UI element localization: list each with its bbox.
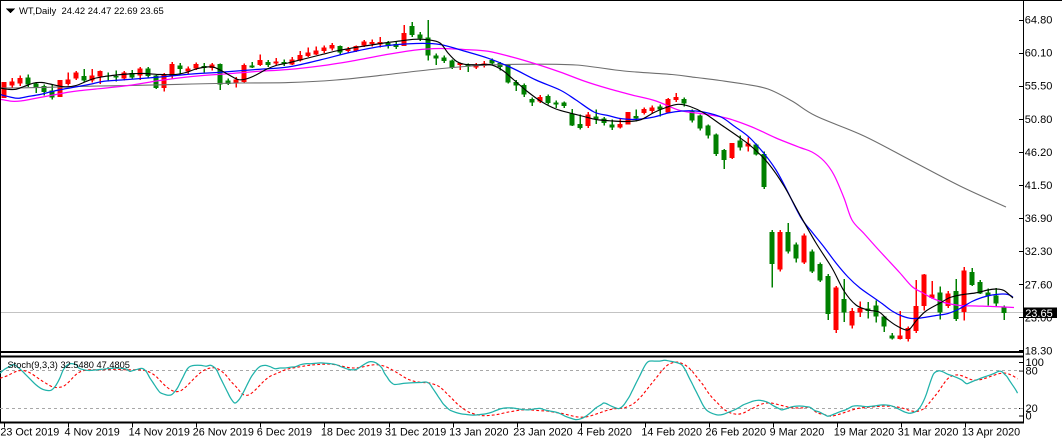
svg-text:36.90: 36.90	[1025, 213, 1053, 225]
svg-text:23 Oct 2019: 23 Oct 2019	[0, 427, 59, 439]
svg-text:32.30: 32.30	[1025, 246, 1053, 258]
svg-text:20: 20	[1026, 403, 1038, 415]
svg-text:23.65: 23.65	[1025, 308, 1053, 320]
svg-text:27.60: 27.60	[1025, 279, 1053, 291]
svg-text:80: 80	[1026, 366, 1038, 378]
svg-text:14 Nov 2019: 14 Nov 2019	[129, 427, 190, 439]
svg-text:50.80: 50.80	[1025, 114, 1053, 126]
svg-text:0: 0	[1026, 411, 1032, 423]
svg-text:64.80: 64.80	[1025, 15, 1053, 27]
svg-text:55.50: 55.50	[1025, 81, 1053, 93]
svg-text:9 Mar 2020: 9 Mar 2020	[770, 427, 825, 439]
svg-text:13 Jan 2020: 13 Jan 2020	[449, 427, 508, 439]
svg-text:46.20: 46.20	[1025, 147, 1053, 159]
svg-text:18.30: 18.30	[1025, 346, 1053, 358]
svg-text:19 Mar 2020: 19 Mar 2020	[834, 427, 895, 439]
svg-text:14 Feb 2020: 14 Feb 2020	[641, 427, 702, 439]
svg-text:23 Jan 2020: 23 Jan 2020	[513, 427, 572, 439]
svg-text:41.50: 41.50	[1025, 180, 1053, 192]
svg-text:31 Mar 2020: 31 Mar 2020	[898, 427, 959, 439]
svg-text:6 Dec 2019: 6 Dec 2019	[257, 427, 312, 439]
svg-text:26 Feb 2020: 26 Feb 2020	[706, 427, 767, 439]
svg-text:WT,Daily 24.42 24.47 22.69 23: WT,Daily 24.42 24.47 22.69 23.65	[19, 6, 164, 17]
svg-text:100: 100	[1026, 357, 1044, 369]
svg-text:31 Dec 2019: 31 Dec 2019	[385, 427, 446, 439]
svg-text:26 Nov 2019: 26 Nov 2019	[193, 427, 254, 439]
svg-text:4 Nov 2019: 4 Nov 2019	[65, 427, 120, 439]
svg-text:13 Apr 2020: 13 Apr 2020	[962, 427, 1020, 439]
svg-text:4 Feb 2020: 4 Feb 2020	[577, 427, 632, 439]
svg-text:18 Dec 2019: 18 Dec 2019	[321, 427, 382, 439]
svg-text:60.10: 60.10	[1025, 48, 1053, 60]
svg-text:Stoch(9,3,3) 32.5480 47.4805: Stoch(9,3,3) 32.5480 47.4805	[8, 360, 130, 370]
